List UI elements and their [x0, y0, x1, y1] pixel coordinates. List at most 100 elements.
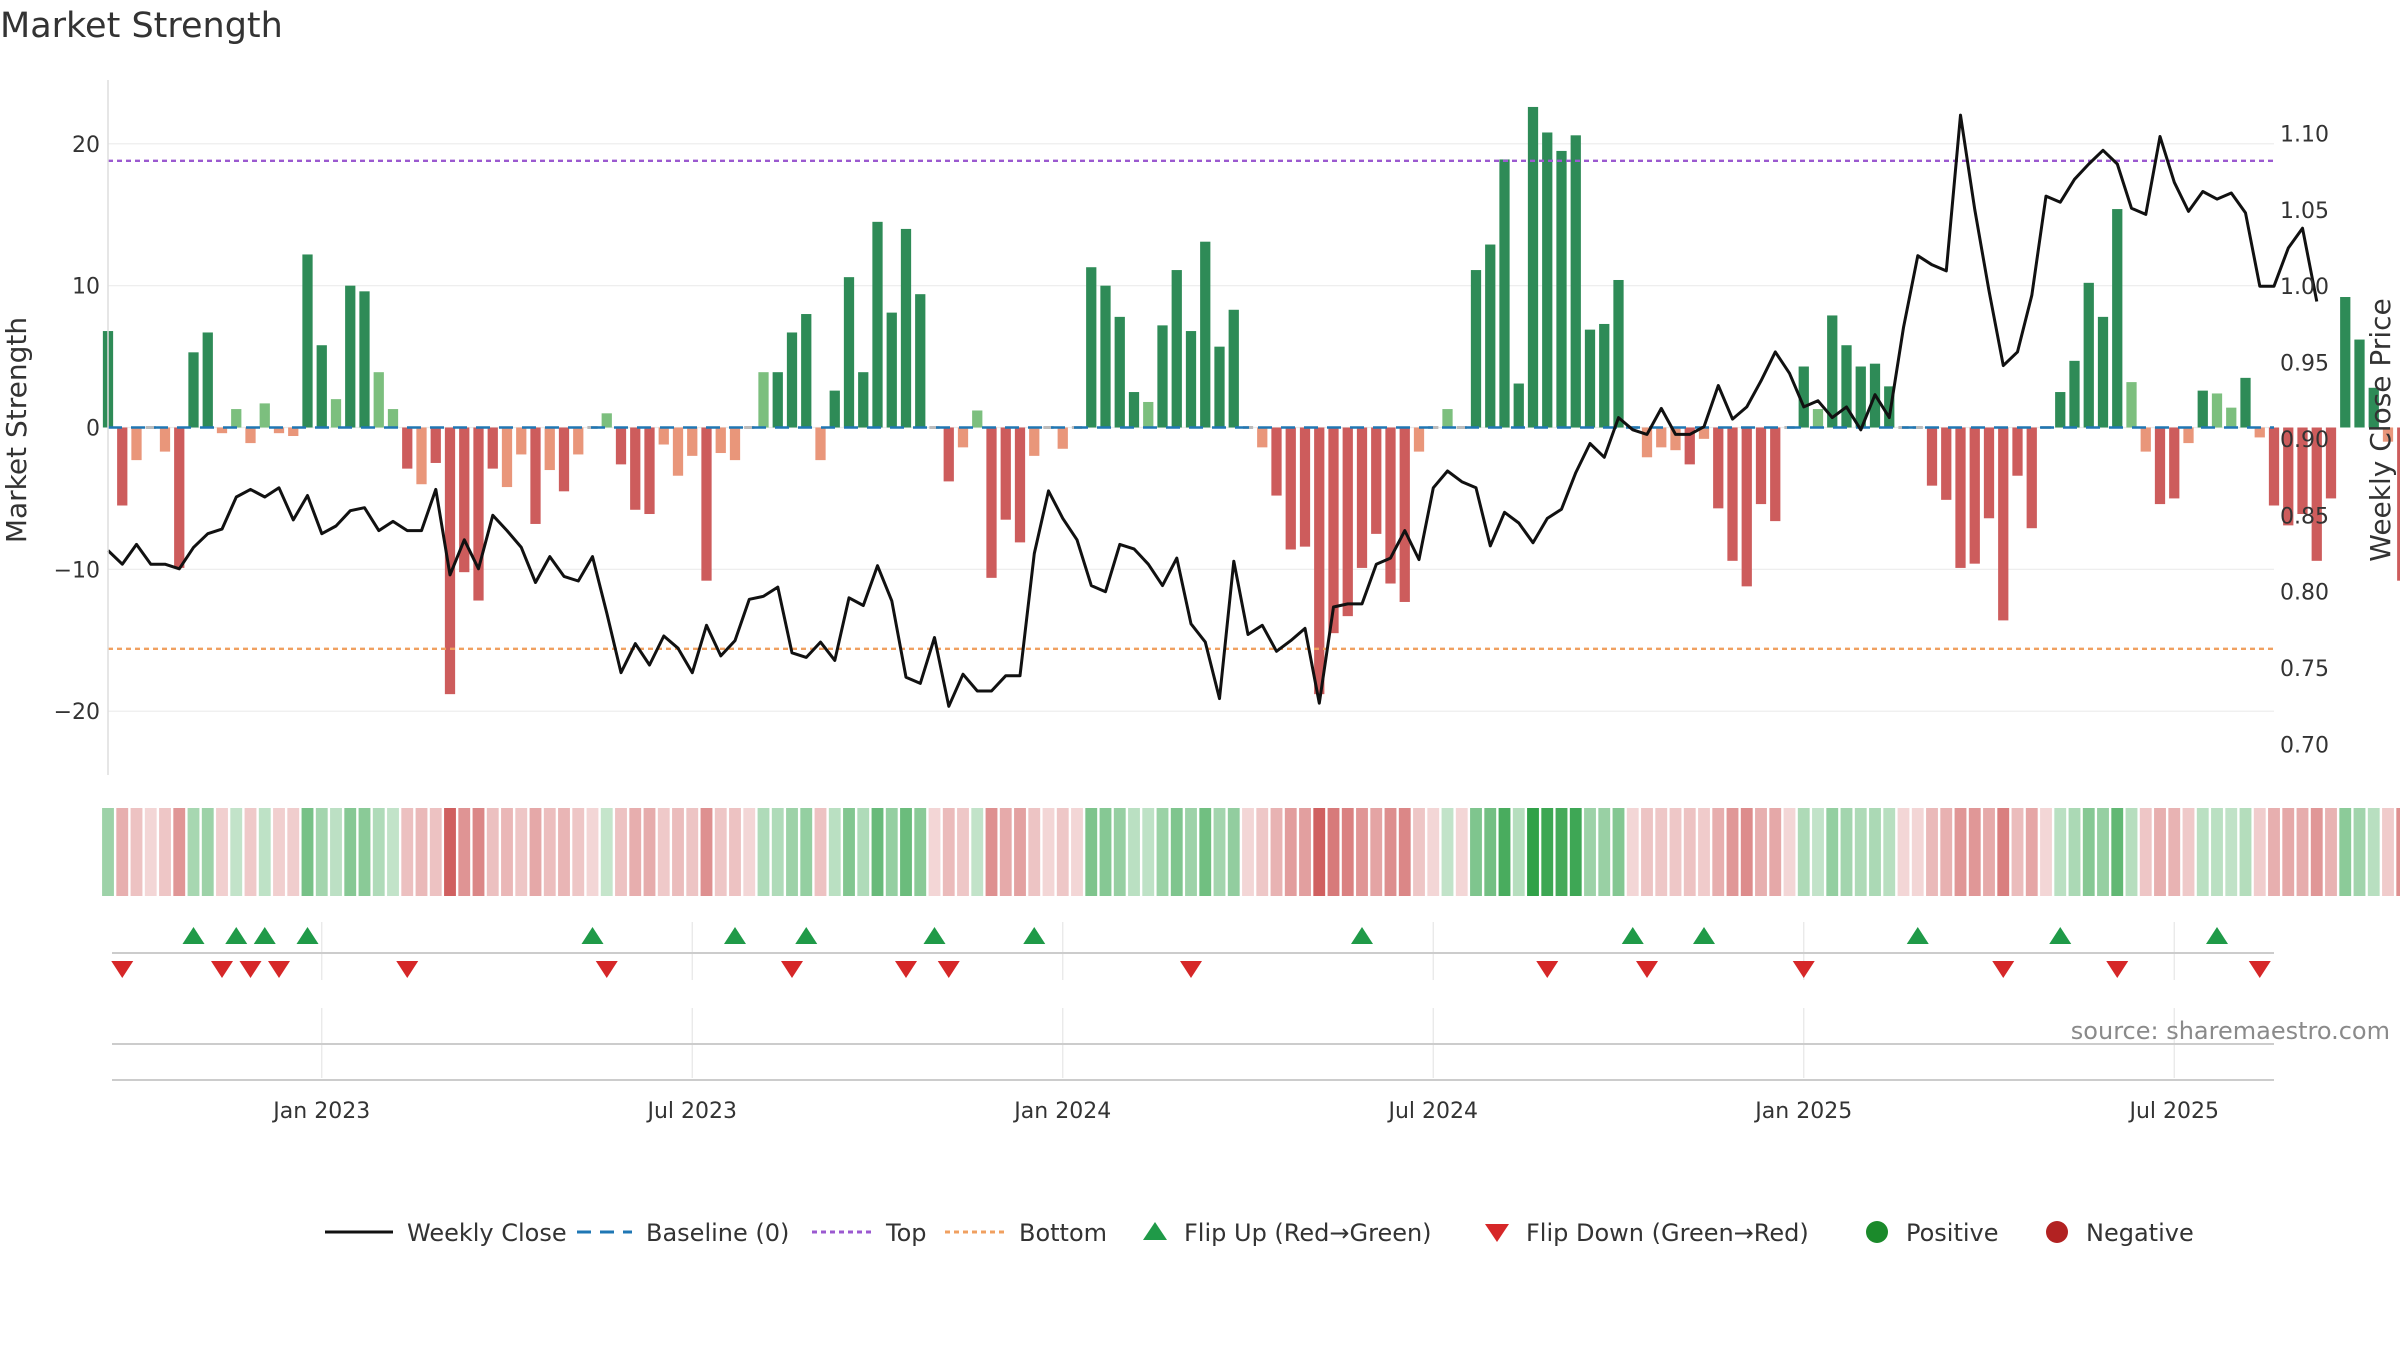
right-tick-label: 1.00: [2280, 275, 2329, 300]
legend-label: Baseline (0): [646, 1219, 789, 1247]
legend-flip-down: Flip Down (Green→Red): [1485, 1219, 1809, 1247]
heat-cell: [2396, 808, 2400, 896]
heat-cell: [1256, 808, 1269, 896]
strength-bar: [1570, 135, 1581, 428]
legend-top: Top: [812, 1219, 927, 1247]
strength-heat-strip: [102, 808, 2400, 896]
strength-bar: [2268, 427, 2280, 506]
strength-bar: [416, 427, 427, 485]
strength-bar: [900, 228, 912, 428]
flip-up-marker: [1906, 927, 1929, 944]
legend-negative: Negative: [2046, 1219, 2194, 1247]
legend-weekly-close: Weekly Close: [325, 1219, 567, 1247]
heat-cell: [1897, 808, 1910, 896]
strength-bar: [687, 427, 698, 456]
strength-bar: [672, 427, 684, 476]
flip-down-marker: [2106, 961, 2129, 978]
strength-bar: [2397, 427, 2400, 581]
strength-bar: [202, 332, 213, 428]
strength-bar: [658, 427, 669, 445]
strength-bar: [216, 427, 228, 434]
strength-bar: [1413, 427, 1425, 452]
heat-cell: [387, 808, 399, 896]
heat-cell: [444, 808, 456, 896]
strength-bar: [2382, 427, 2394, 442]
flip-up-marker: [795, 927, 818, 944]
flip-down-marker: [1180, 961, 1202, 978]
strength-bar: [943, 427, 954, 482]
strength-bar: [1841, 345, 1852, 428]
legend-label: Top: [885, 1219, 927, 1247]
strength-bar: [1542, 132, 1553, 428]
heat-cell: [1113, 808, 1126, 896]
strength-bar: [2126, 382, 2137, 428]
strength-bar: [772, 372, 783, 428]
heat-cell: [1541, 808, 1554, 896]
strength-bar: [1043, 426, 1054, 429]
heat-cell: [2225, 808, 2238, 896]
heat-cell: [2082, 808, 2095, 896]
heat-cell: [1042, 808, 1055, 896]
strength-bar: [1442, 409, 1453, 428]
heat-cell: [2325, 808, 2337, 896]
heat-cell: [1227, 808, 1240, 896]
heat-cell: [1926, 808, 1938, 896]
strength-bar: [530, 427, 541, 524]
heat-cell: [1883, 808, 1896, 896]
heat-cell: [159, 808, 171, 896]
flip-down-marker: [1792, 961, 1815, 978]
strength-bar: [843, 277, 855, 428]
source-note: source: sharemaestro.com: [2071, 1017, 2390, 1045]
legend-positive: Positive: [1866, 1219, 1999, 1247]
strength-bar: [359, 291, 370, 428]
heat-cell: [201, 808, 214, 896]
strength-bar: [1399, 427, 1410, 602]
heat-cell: [558, 808, 570, 896]
heat-cell: [1812, 808, 1824, 896]
strength-bar: [1185, 331, 1197, 428]
heat-cell: [2296, 808, 2309, 896]
heat-cell: [971, 808, 984, 896]
strength-bar: [1926, 427, 1938, 486]
heat-cell: [2011, 808, 2024, 896]
reference-lines: [108, 159, 2274, 650]
heat-cell: [586, 808, 599, 896]
strength-bar: [815, 427, 826, 461]
heat-cell: [1299, 808, 1311, 896]
x-tick-label: Jan 2025: [1753, 1099, 1852, 1124]
strength-bar: [330, 399, 342, 428]
legend-swatch: [1866, 1221, 1888, 1243]
left-tick-label: 0: [86, 417, 100, 442]
heat-cell: [543, 808, 556, 896]
flip-down-marker: [239, 961, 262, 978]
heat-cell: [1826, 808, 1839, 896]
heat-cell: [1840, 808, 1853, 896]
heat-cell: [2040, 808, 2052, 896]
strength-bar: [1969, 427, 1980, 564]
flip-up-marker: [724, 927, 746, 944]
heat-cell: [1584, 808, 1596, 896]
heat-cell: [1655, 808, 1668, 896]
strength-bar: [644, 427, 655, 515]
heat-cell: [1755, 808, 1767, 896]
flip-up-marker: [1621, 927, 1644, 944]
flip-up-marker: [1693, 927, 1715, 944]
x-tick-label: Jul 2024: [1386, 1099, 1478, 1124]
right-tick-label: 0.75: [2280, 657, 2329, 682]
heat-cell: [1213, 808, 1226, 896]
heat-cell: [1569, 808, 1582, 896]
heat-cell: [1170, 808, 1183, 896]
strength-bar: [345, 285, 356, 428]
heat-cell: [871, 808, 884, 896]
heat-cell: [885, 808, 898, 896]
strength-bar: [1371, 427, 1382, 534]
strength-bar: [1285, 427, 1296, 550]
heat-cell: [515, 808, 528, 896]
right-tick-label: 0.95: [2280, 352, 2329, 377]
strength-bar: [302, 254, 313, 428]
flip-down-marker: [1992, 961, 2015, 978]
right-tick-label: 0.80: [2280, 581, 2329, 606]
heat-cell: [1797, 808, 1810, 896]
heat-cell: [216, 808, 228, 896]
heat-cell: [2239, 808, 2252, 896]
